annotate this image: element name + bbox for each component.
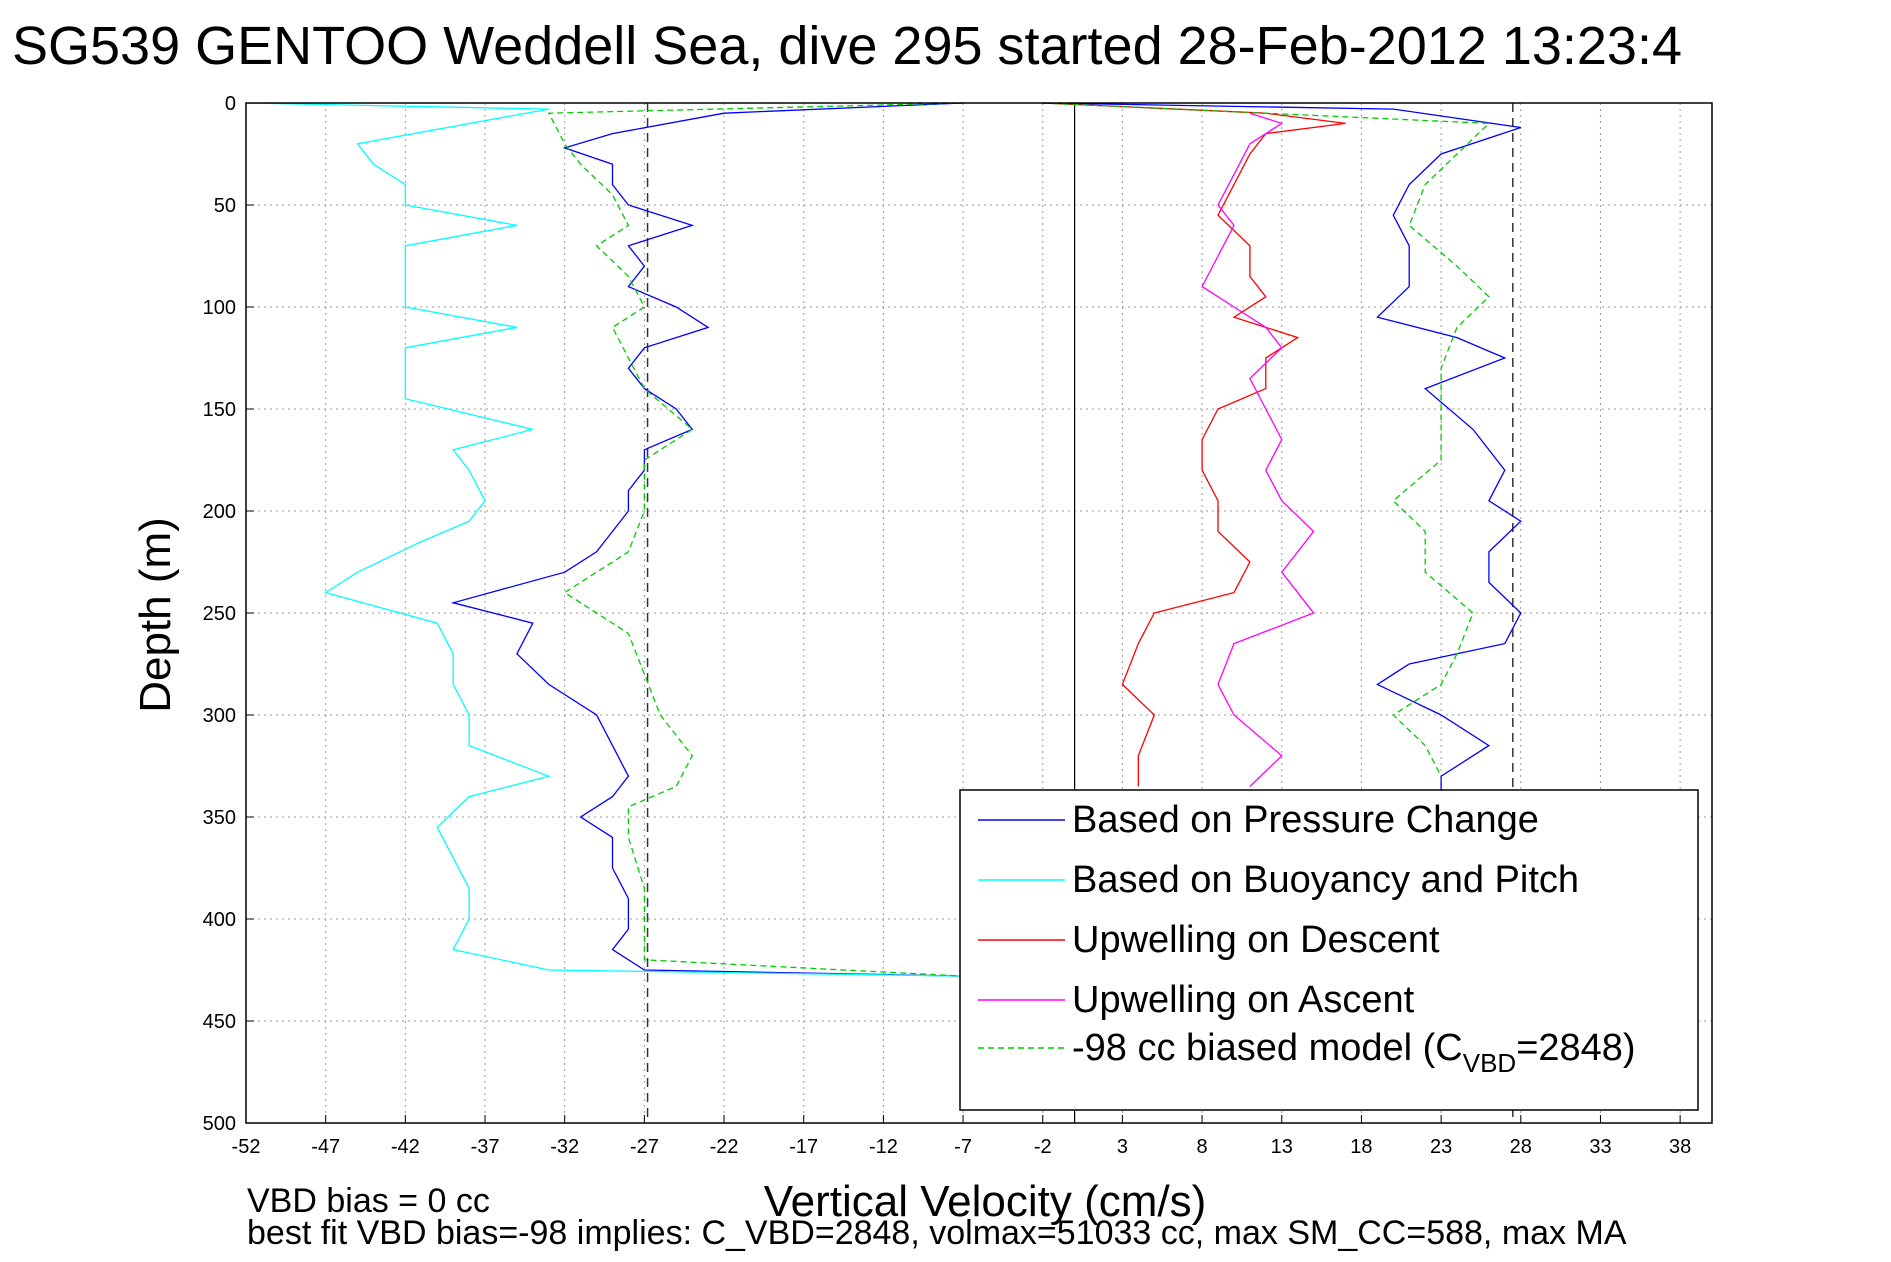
x-tick-label: -32 (550, 1136, 579, 1158)
x-tick-label: -52 (232, 1136, 261, 1158)
legend-subscript: VBD (1463, 1048, 1516, 1078)
y-tick-label: 400 (203, 909, 236, 931)
series-line-0 (450, 102, 964, 977)
y-tick-label: 300 (203, 705, 236, 727)
y-tick-label: 100 (203, 297, 236, 319)
x-tick-label: 28 (1510, 1136, 1532, 1158)
series-line-4 (547, 102, 964, 977)
x-tick-label: -2 (1034, 1136, 1052, 1158)
y-tick-label: 150 (203, 399, 236, 421)
x-tick-label: 18 (1350, 1136, 1372, 1158)
chart-title: SG539 GENTOO Weddell Sea, dive 295 start… (12, 16, 1682, 76)
x-tick-label: 23 (1430, 1136, 1452, 1158)
series-line-1 (245, 102, 964, 977)
y-tick-label: 50 (214, 195, 236, 217)
footer-line-1: VBD bias = 0 cc (247, 1182, 490, 1220)
x-tick-label: -37 (471, 1136, 500, 1158)
legend-label-3: Upwelling on Ascent (1072, 979, 1415, 1021)
x-tick-label: 33 (1589, 1136, 1611, 1158)
y-tick-label: 350 (203, 807, 236, 829)
series-line-2 (1042, 102, 1346, 787)
footer-line-2: best fit VBD bias=-98 implies: C_VBD=284… (247, 1214, 1627, 1252)
legend-label-0: Based on Pressure Change (1072, 799, 1539, 841)
series-line-5 (1042, 102, 1522, 797)
x-axis-label: Vertical Velocity (cm/s) (764, 1177, 1207, 1226)
series-line-6 (1042, 102, 1491, 777)
plot-frame (245, 102, 1713, 1124)
legend-label-1: Based on Buoyancy and Pitch (1072, 859, 1579, 901)
legend: Based on Pressure Change Based on Buoyanc… (959, 789, 1699, 1111)
x-tick-label: 38 (1669, 1136, 1691, 1158)
x-tick-labels: -52 -47 -42 -37 -32 -27 -22 -17 -12 -7 -2 3 8 13 18 23 2… (232, 1136, 1692, 1158)
x-tick-label: 3 (1117, 1136, 1128, 1158)
y-tick-labels: 0 50 100 150 200 250 300 350 400 450 500 (203, 93, 236, 1135)
y-tick-label: 500 (203, 1113, 236, 1135)
x-tick-label: 8 (1197, 1136, 1208, 1158)
y-tick-label: 250 (203, 603, 236, 625)
x-tick-label: -12 (869, 1136, 898, 1158)
x-tick-label: -7 (954, 1136, 972, 1158)
legend-label-2: Upwelling on Descent (1072, 919, 1440, 961)
x-tick-label: -42 (391, 1136, 420, 1158)
legend-label-tail: =2848) (1516, 1027, 1635, 1069)
y-axis-label: Depth (m) (131, 517, 180, 713)
x-tick-label: -47 (311, 1136, 340, 1158)
x-tick-label: -27 (630, 1136, 659, 1158)
y-tick-label: 200 (203, 501, 236, 523)
x-tick-label: -17 (789, 1136, 818, 1158)
y-tick-label: 0 (225, 93, 236, 115)
x-tick-label: 13 (1271, 1136, 1293, 1158)
x-tick-label: -22 (710, 1136, 739, 1158)
y-tick-label: 450 (203, 1011, 236, 1033)
legend-box (959, 789, 1699, 1111)
series-group (245, 102, 1522, 977)
series-line-3 (1201, 112, 1315, 787)
